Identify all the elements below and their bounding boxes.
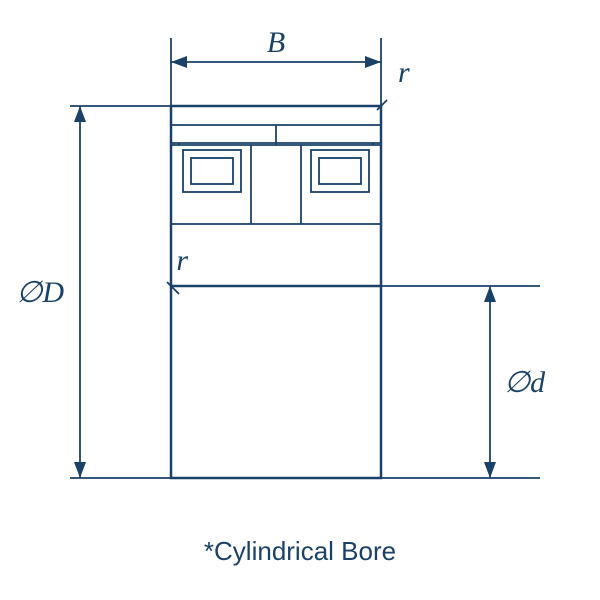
- caption-text: *Cylindrical Bore: [204, 536, 396, 566]
- svg-text:∅D: ∅D: [16, 276, 64, 309]
- svg-text:r: r: [176, 244, 188, 277]
- svg-text:∅d: ∅d: [504, 366, 546, 399]
- svg-text:r: r: [398, 56, 410, 89]
- svg-text:B: B: [267, 26, 285, 59]
